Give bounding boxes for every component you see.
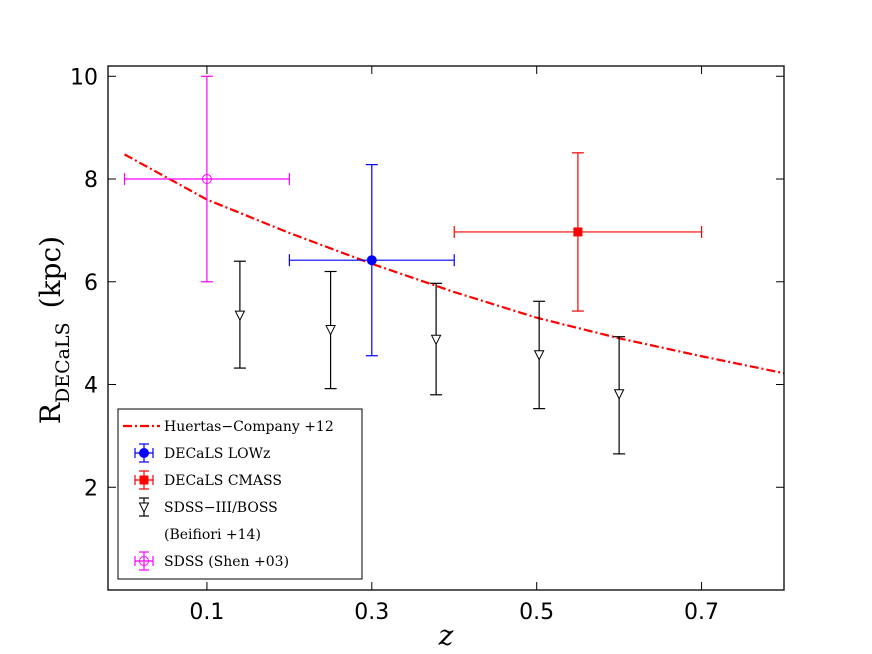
data-point-group — [288, 164, 455, 357]
data-point-group — [324, 270, 337, 390]
data-point-group — [613, 336, 626, 455]
data-point-group — [430, 282, 443, 396]
data-point — [533, 350, 545, 361]
data-point-group — [453, 152, 703, 312]
y-axis-label-main: R — [34, 402, 67, 424]
data-point-group — [123, 75, 290, 283]
legend-handle-group — [134, 470, 154, 490]
plot-area — [123, 75, 784, 455]
y-axis-label-sub: DECaLS — [52, 322, 74, 403]
data-point — [366, 255, 377, 266]
legend-handle-marker — [139, 556, 149, 566]
legend-handle-marker — [139, 448, 149, 458]
legend-label-boss-ref: (Beifiori +14) — [164, 527, 261, 543]
legend-handle-group — [134, 443, 154, 463]
legend-handle-group — [138, 497, 150, 517]
y-tick-label: 10 — [70, 65, 98, 90]
data-point-group — [533, 300, 546, 410]
legend-label-lowz: DECaLS LOWz — [164, 446, 270, 462]
axis-ticks: 0.1 0.3 0.5 0.7 2 4 6 8 10 — [70, 65, 784, 625]
legend-label-shen: SDSS (Shen +03) — [164, 554, 289, 570]
legend-label-boss: SDSS−III/BOSS — [164, 500, 278, 516]
data-point — [573, 227, 583, 237]
y-tick-label: 4 — [84, 374, 98, 399]
y-tick-label: 8 — [84, 168, 98, 193]
data-point — [430, 334, 442, 346]
legend-box — [117, 408, 363, 580]
data-point — [325, 325, 336, 336]
x-tick-label: 0.1 — [189, 600, 224, 625]
series-line-huertas — [123, 153, 784, 375]
data-point — [234, 310, 246, 322]
data-point — [201, 174, 212, 185]
y-tick-label: 2 — [84, 476, 98, 501]
plot-frame — [107, 65, 785, 591]
x-axis-label: z — [438, 619, 454, 652]
legend: Huertas−Company +12 DECaLS LOWz DECaLS C… — [117, 408, 363, 580]
legend-marks — [123, 424, 160, 571]
x-tick-label: 0.7 — [684, 600, 719, 625]
fit-line-group — [123, 153, 784, 375]
legend-label-cmass: DECaLS CMASS — [164, 473, 282, 489]
y-axis-label-unit: (kpc) — [34, 236, 67, 308]
legend-handle-marker — [138, 502, 150, 514]
y-tick-label: 6 — [84, 271, 98, 296]
legend-label-huertas: Huertas−Company +12 — [164, 419, 334, 435]
data-point — [613, 389, 625, 400]
legend-handle-group — [134, 551, 154, 571]
data-point-group — [233, 260, 246, 369]
svg-text:RDECaLS(kpc): RDECaLS (kpc) — [34, 236, 74, 424]
x-tick-label: 0.3 — [354, 600, 389, 625]
y-axis-label: RDECaLS (kpc) — [34, 236, 74, 424]
x-tick-label: 0.5 — [519, 600, 554, 625]
legend-handle-marker — [139, 475, 149, 485]
